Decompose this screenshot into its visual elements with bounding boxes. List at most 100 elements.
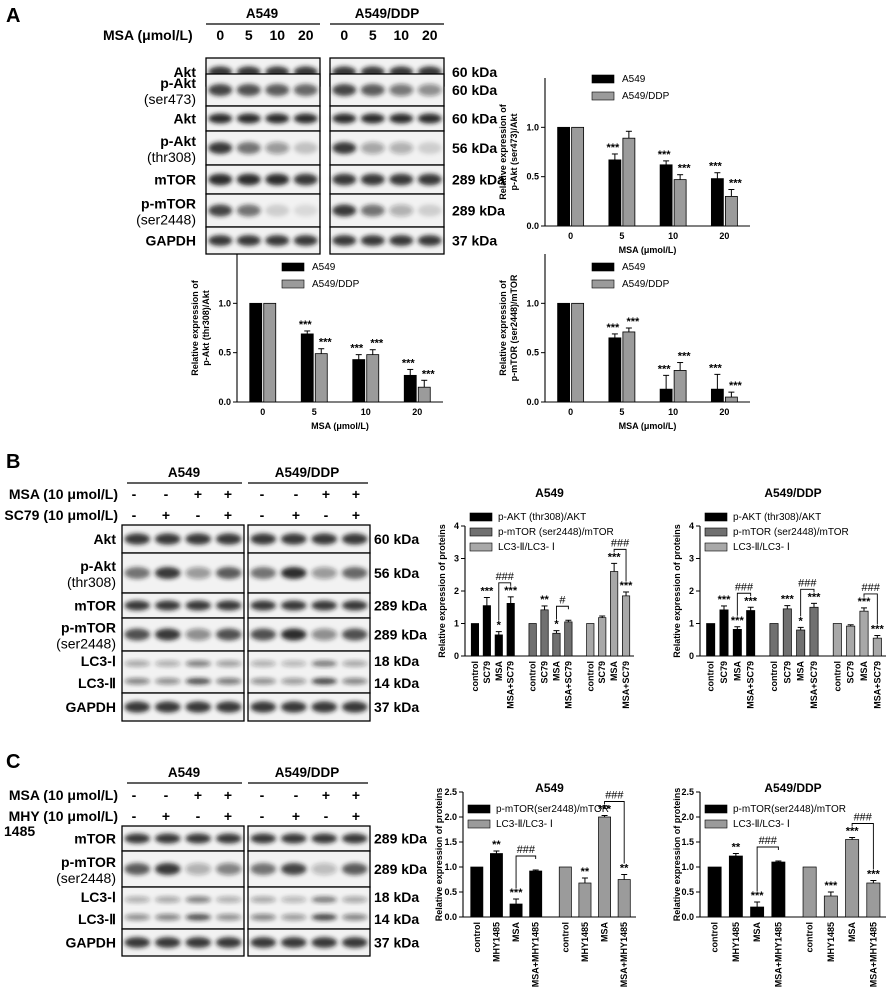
bar: [528, 623, 537, 657]
bar: [796, 629, 806, 657]
protein-band: [185, 533, 212, 545]
legend-swatch: [467, 804, 491, 814]
x-tick-label: MSA: [609, 661, 619, 682]
y-tick-label: 1.0: [526, 298, 539, 308]
y-axis-label: p-Akt (thr308)/Akt: [201, 290, 211, 366]
protein-band: [332, 113, 357, 124]
y-tick-label: 4: [454, 521, 459, 531]
protein-band: [417, 173, 442, 186]
bar: [724, 195, 738, 227]
protein-band: [215, 628, 242, 641]
protein-band: [360, 113, 385, 124]
protein-band: [265, 173, 290, 186]
bracket-mark: ###: [735, 581, 754, 593]
blot-sublabel: (ser2448): [56, 870, 116, 886]
treatment-label: MHY (10 μmol/L): [9, 808, 118, 824]
x-tick-label: MSA+MHY1485: [773, 922, 783, 987]
blot-label: mTOR: [74, 831, 116, 847]
legend-swatch: [467, 819, 491, 829]
kda-label: 14 kDa: [374, 675, 419, 691]
comparison-bracket: [756, 846, 779, 891]
significance-mark: ***: [402, 357, 416, 369]
significance-mark: **: [581, 866, 590, 878]
y-tick-label: 1.0: [681, 862, 694, 872]
protein-band: [236, 204, 261, 217]
kda-label: 56 kDa: [374, 565, 419, 581]
x-tick-label: MSA+MHY1485: [531, 922, 541, 987]
y-axis-label: Relative expression of proteins: [672, 524, 682, 658]
legend-label: p-mTOR(ser2448)/mTOR: [733, 804, 846, 815]
bar: [673, 179, 687, 227]
significance-mark: *: [799, 615, 804, 627]
chart-title: A549/DDP: [764, 486, 821, 500]
bar: [557, 302, 571, 403]
kda-label: 56 kDa: [452, 140, 497, 156]
x-tick-label: control: [470, 661, 480, 692]
significance-mark: ***: [709, 161, 723, 173]
blot-sublabel: (thr308): [67, 574, 116, 590]
protein-band: [215, 701, 242, 713]
bar: [771, 861, 786, 918]
blot-label: p-Akt: [160, 133, 196, 149]
dose-tick: 5: [369, 27, 377, 43]
treatment-sign: +: [322, 787, 330, 803]
blot-box: [247, 886, 371, 930]
protein-band: [332, 235, 357, 246]
protein-band: [311, 937, 338, 948]
protein-band: [154, 533, 181, 545]
legend-label: p-mTOR(ser2448)/mTOR: [496, 804, 609, 815]
treatment-sign: +: [224, 808, 232, 824]
protein-band: [280, 863, 307, 875]
legend-swatch: [704, 819, 728, 829]
legend-swatch: [591, 74, 615, 84]
bar: [823, 895, 838, 918]
blot-label: GAPDH: [65, 699, 116, 715]
panel-c-extra-label: 1485: [4, 823, 35, 839]
blot-label: p-mTOR: [61, 620, 116, 636]
y-tick-label: 0.5: [526, 348, 539, 358]
protein-band: [215, 533, 242, 545]
protein-band: [215, 600, 242, 611]
bar: [724, 396, 738, 403]
chart-a2-thr308: 0.0 0.5 1.0 0 5 *** *** 10 *** *** 20 *** *** MSA (μm…: [190, 254, 443, 431]
y-axis-label: Relative expression of: [498, 279, 508, 376]
x-tick-label: 20: [412, 407, 422, 417]
protein-band: [311, 833, 338, 844]
x-tick-label: MSA+SC79: [563, 661, 573, 709]
y-tick-label: 1.0: [526, 122, 539, 132]
x-tick-label: MSA: [551, 661, 561, 682]
significance-mark: ***: [504, 585, 518, 597]
protein-band: [341, 678, 368, 685]
significance-mark: ***: [626, 316, 640, 328]
x-tick-label: SC79: [597, 661, 607, 684]
chart-title: A549/DDP: [764, 781, 821, 795]
protein-band: [154, 567, 181, 579]
legend-swatch: [281, 262, 305, 272]
legend-swatch: [704, 527, 728, 537]
kda-label: 289 kDa: [374, 627, 427, 643]
treatment-sign: -: [132, 787, 137, 803]
bar: [352, 359, 366, 403]
blot-label: LC3-Ⅰ: [81, 889, 116, 905]
protein-band: [265, 113, 290, 124]
protein-band: [250, 896, 277, 903]
x-tick-label: control: [710, 922, 720, 953]
blot-label: p-Akt: [160, 75, 196, 91]
x-tick-label: MSA: [796, 661, 806, 682]
significance-mark: ***: [729, 380, 743, 392]
protein-band: [417, 204, 442, 217]
treatment-sign: +: [224, 507, 232, 523]
bar: [557, 126, 571, 227]
y-tick-label: 2.5: [681, 787, 694, 797]
protein-band: [154, 833, 181, 844]
significance-mark: **: [620, 863, 629, 875]
treatment-sign: +: [292, 507, 300, 523]
significance-mark: ***: [729, 177, 743, 189]
protein-band: [124, 567, 151, 579]
protein-band: [265, 204, 290, 217]
significance-mark: ***: [846, 826, 860, 838]
comparison-bracket: [736, 592, 752, 616]
protein-band: [311, 628, 338, 641]
dose-tick: 0: [216, 27, 224, 43]
x-tick-label: MSA: [752, 922, 762, 943]
